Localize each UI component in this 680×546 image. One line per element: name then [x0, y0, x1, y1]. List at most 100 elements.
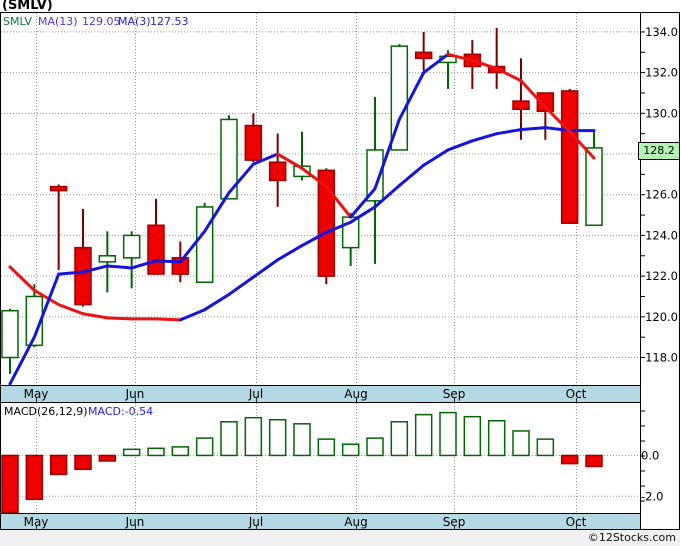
- month-label: Jun: [125, 387, 145, 401]
- ma3-line-segment: [349, 187, 377, 219]
- macd-bar: [49, 454, 68, 476]
- ma3-line-segment: [105, 264, 134, 270]
- price-axis-label: 134.0: [645, 25, 678, 39]
- candle-body: [244, 124, 263, 161]
- price-axis-label: 122.0: [645, 269, 678, 283]
- legend-ma3-label: MA(3): [118, 15, 151, 28]
- ma3-line-segment: [519, 79, 547, 109]
- ma13-line-segment: [105, 316, 134, 321]
- ma3-line-segment: [203, 191, 231, 233]
- ma3-line-segment: [422, 52, 450, 75]
- ma13-line-segment: [81, 312, 109, 320]
- candle-body: [341, 216, 360, 249]
- ma13-line-segment: [470, 132, 499, 143]
- macd-bar: [147, 447, 165, 457]
- ma13-line-segment: [203, 292, 231, 312]
- ma13-line-segment: [154, 317, 182, 322]
- macd-bar: [74, 454, 92, 471]
- macd-bar: [25, 454, 44, 501]
- candle-body: [512, 100, 530, 111]
- candle-body: [487, 65, 506, 74]
- ma3-line-segment: [324, 185, 353, 219]
- ma3-line-segment: [130, 259, 158, 270]
- price-axis-label: 124.0: [645, 228, 678, 242]
- ma3-line-segment: [32, 272, 61, 339]
- macd-bar: [560, 454, 579, 465]
- candle-body: [317, 169, 336, 277]
- ma13-line-segment: [373, 184, 401, 209]
- macd-bar: [414, 413, 433, 457]
- month-label: May: [23, 515, 49, 529]
- legend-ma13-label: MA(13): [38, 15, 78, 28]
- watermark: ©12Stocks.com: [0, 530, 680, 546]
- ma3-line-segment: [154, 259, 182, 264]
- page-title: (SMLV): [2, 0, 53, 13]
- ma13-line-segment: [422, 148, 450, 167]
- macd-legend-label: MACD(26,12,9): [4, 405, 88, 418]
- candle-body: [98, 255, 117, 263]
- ma13-line-segment: [300, 230, 328, 248]
- ma3-line-segment: [81, 264, 109, 274]
- month-axis-bottom: May Jun Jul Aug Sep Oct: [1, 514, 640, 529]
- macd-bar: [341, 443, 360, 457]
- candle-body: [268, 161, 287, 182]
- macd-legend-value: MACD:-0.54: [88, 405, 154, 418]
- price-axis-label: 132.0: [645, 66, 678, 80]
- legend-ma3-value: 127.53: [150, 15, 189, 28]
- candle-body: [536, 92, 555, 113]
- macd-bar: [536, 438, 555, 457]
- ma13-line-segment: [495, 128, 523, 136]
- legend-symbol: SMLV: [3, 15, 32, 28]
- ma13-line-segment: [519, 126, 547, 132]
- ma3-line-segment: [373, 117, 401, 191]
- macd-bar: [463, 415, 482, 457]
- candle-body: [122, 234, 141, 259]
- macd-bar: [220, 421, 238, 457]
- legend-ma13-value: 129.05: [82, 15, 121, 28]
- chart-border: [0, 12, 680, 530]
- macd-bar: [244, 416, 263, 457]
- candle-body: [220, 118, 238, 200]
- macd-bar: [390, 421, 409, 457]
- ma13-line-segment: [446, 139, 474, 152]
- ma3-line-segment: [8, 335, 36, 386]
- ma3-line-segment: [568, 130, 596, 160]
- macd-bar: [366, 437, 384, 457]
- macd-bar: [122, 448, 141, 457]
- price-axis-label: 126.0: [645, 188, 678, 202]
- ma13-line-segment: [397, 163, 426, 188]
- ma3-line-segment: [57, 270, 85, 276]
- ma3-line-segment: [446, 52, 474, 62]
- candle-body: [147, 224, 165, 275]
- month-label: Jul: [248, 387, 264, 401]
- last-price-tag: 128.2: [638, 142, 680, 160]
- macd-bar: [512, 430, 530, 457]
- macd-bar: [268, 418, 287, 457]
- macd-bar: [1, 454, 19, 514]
- month-label: Oct: [565, 515, 587, 529]
- price-axis-label: 130.0: [645, 106, 678, 120]
- price-axis-label: 120.0: [645, 310, 678, 324]
- candle-body: [366, 149, 384, 202]
- ma3-line-segment: [300, 166, 328, 189]
- month-label: Aug: [344, 515, 368, 529]
- month-label: Sep: [442, 387, 466, 401]
- candle-body: [171, 257, 190, 275]
- candle-body: [195, 206, 214, 283]
- ma13-line-segment: [349, 205, 377, 224]
- candle-body: [560, 90, 579, 224]
- candle-body: [390, 45, 409, 151]
- macd-bar: [585, 454, 603, 468]
- month-label: Aug: [344, 387, 368, 401]
- month-label: Oct: [565, 387, 587, 401]
- candle-body: [463, 53, 482, 68]
- ma13-line-segment: [251, 258, 280, 279]
- macd-bar: [487, 420, 506, 457]
- macd-bar: [171, 446, 190, 457]
- candle-body: [74, 246, 92, 306]
- ma13-line-segment: [178, 308, 207, 322]
- ma13-line-segment: [276, 244, 304, 262]
- candle-body: [414, 51, 433, 60]
